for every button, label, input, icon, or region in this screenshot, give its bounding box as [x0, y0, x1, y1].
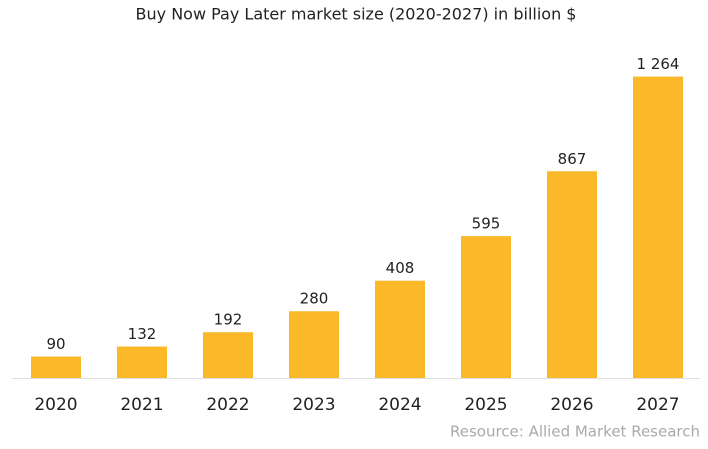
value-label: 595 — [472, 215, 501, 233]
bar — [461, 236, 511, 378]
bar — [547, 171, 597, 378]
bar — [31, 356, 81, 378]
bar — [633, 76, 683, 378]
value-label: 1 264 — [637, 55, 680, 73]
value-label: 280 — [300, 290, 329, 308]
value-label: 132 — [128, 325, 157, 343]
bar — [375, 280, 425, 378]
chart-title: Buy Now Pay Later market size (2020-2027… — [136, 5, 577, 24]
value-label: 408 — [386, 259, 415, 277]
value-label: 90 — [46, 335, 65, 353]
x-tick-label: 2024 — [378, 395, 421, 415]
x-tick-label: 2021 — [120, 395, 163, 415]
value-label: 192 — [214, 311, 243, 329]
x-tick-label: 2023 — [292, 395, 335, 415]
x-tick-label: 2022 — [206, 395, 249, 415]
x-tick-label: 2020 — [34, 395, 77, 415]
bar — [117, 346, 167, 378]
x-tick-label: 2025 — [464, 395, 507, 415]
bar — [203, 332, 253, 378]
x-tick-label: 2027 — [636, 395, 679, 415]
source-note: Resource: Allied Market Research — [450, 423, 700, 441]
value-label: 867 — [558, 150, 587, 168]
x-tick-label: 2026 — [550, 395, 593, 415]
bar — [289, 311, 339, 378]
